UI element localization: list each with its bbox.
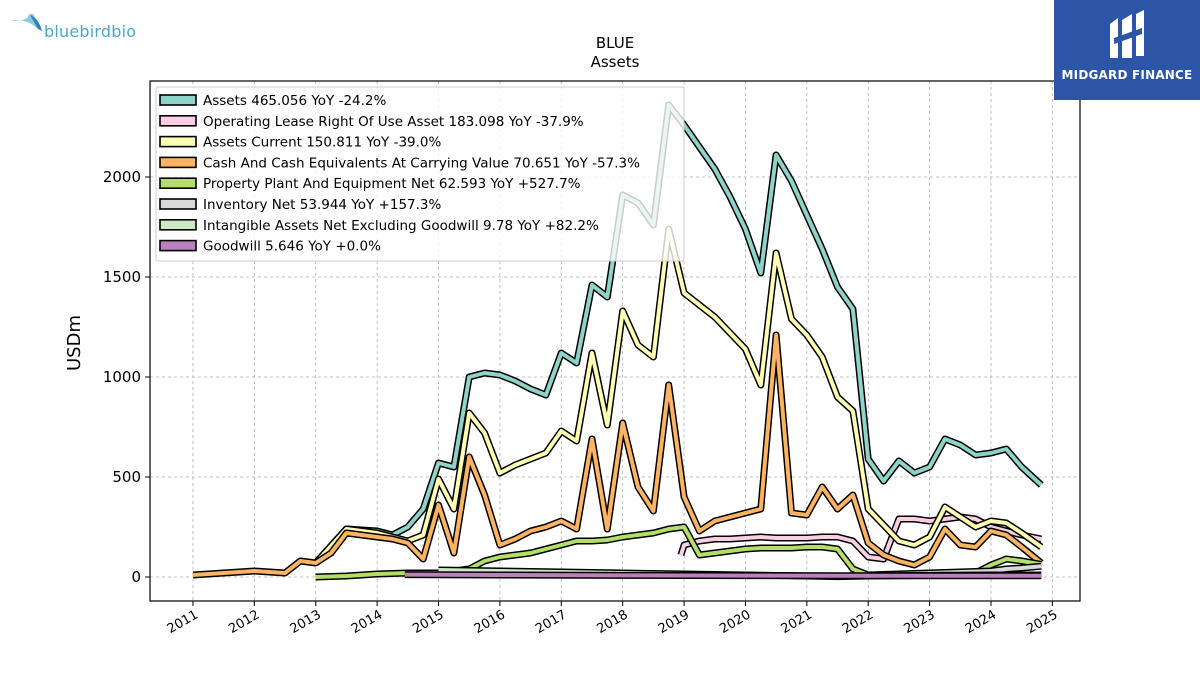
legend-item: Intangible Assets Net Excluding Goodwill…: [159, 218, 599, 234]
series-0: [313, 101, 1044, 566]
legend-label: Cash And Cash Equivalents At Carrying Va…: [203, 155, 640, 171]
legend-swatch: [159, 94, 197, 106]
y-tick-label: 1000: [103, 368, 141, 386]
legend-item: Cash And Cash Equivalents At Carrying Va…: [159, 155, 640, 171]
midgard-logo: MIDGARD FINANCE: [1054, 0, 1200, 100]
legend-swatch: [159, 177, 197, 189]
y-axis-ticks: 0 500 1000 1500 2000: [103, 168, 150, 586]
legend: Assets 465.056 YoY -24.2% Operating Lease…: [155, 86, 685, 262]
legend-item: Operating Lease Right Of Use Asset 183.0…: [159, 114, 584, 130]
legend-swatch: [159, 156, 197, 169]
series-lines: [192, 101, 1044, 581]
legend-box: [155, 86, 685, 262]
legend-label: Inventory Net 53.944 YoY +157.3%: [203, 197, 441, 213]
legend-label: Goodwill 5.646 YoY +0.0%: [203, 239, 381, 255]
bird-icon: [10, 13, 42, 31]
chart-subtitle: Assets: [591, 53, 640, 71]
x-tick-label: 2018: [595, 607, 631, 637]
bluebird-logo: bluebirdbio: [8, 8, 136, 41]
legend-item: Assets Current 150.811 YoY -39.0%: [159, 135, 442, 151]
series-3: [192, 331, 1044, 579]
x-tick-label: 2011: [165, 607, 201, 637]
legend-items: Assets 465.056 YoY -24.2% Operating Lease…: [159, 93, 640, 255]
series-line: [192, 333, 1043, 577]
legend-swatch: [159, 135, 197, 148]
x-tick-label: 2019: [656, 607, 692, 637]
series-line: [404, 572, 1042, 578]
midgard-logo-text: MIDGARD FINANCE: [1061, 68, 1193, 82]
plot-frame: [149, 80, 1081, 602]
x-tick-label: 2015: [410, 607, 446, 637]
legend-item: Assets 465.056 YoY -24.2%: [159, 93, 387, 109]
x-tick-label: 2017: [533, 607, 569, 637]
legend-label: Assets 465.056 YoY -24.2%: [203, 93, 387, 109]
x-tick-label: 2020: [717, 607, 753, 637]
legend-label: Assets Current 150.811 YoY -39.0%: [203, 135, 442, 151]
x-tick-label: 2021: [779, 607, 815, 637]
y-tick-label: 0: [131, 568, 141, 586]
legend-item: Goodwill 5.646 YoY +0.0%: [159, 239, 381, 255]
legend-item: Property Plant And Equipment Net 62.593 …: [159, 176, 581, 192]
series-outline: [313, 225, 1044, 566]
x-tick-label: 2014: [349, 607, 385, 637]
y-axis-label: USDm: [64, 315, 85, 371]
y-tick-label: 2000: [103, 168, 141, 186]
y-tick-label: 500: [112, 468, 141, 486]
legend-swatch: [159, 239, 197, 252]
midgard-emblem-icon: [1110, 10, 1144, 58]
x-tick-label: 2023: [901, 607, 937, 637]
series-1: [677, 513, 1042, 563]
series-2: [313, 225, 1044, 566]
legend-swatch: [159, 219, 197, 231]
legend-swatch: [159, 115, 197, 127]
bluebird-logo-text: bluebirdbio: [44, 22, 137, 41]
legend-label: Intangible Assets Net Excluding Goodwill…: [203, 218, 599, 234]
x-axis-ticks: 2011 2012 2013 2014 2015 2016 2017 2018 2019 2020…: [165, 601, 1060, 637]
y-tick-label: 1500: [103, 268, 141, 286]
x-tick-label: 2012: [226, 607, 262, 637]
x-tick-label: 2024: [963, 607, 999, 637]
legend-item: Inventory Net 53.944 YoY +157.3%: [159, 197, 441, 213]
series-line: [314, 103, 1043, 565]
x-tick-label: 2022: [840, 607, 876, 637]
legend-swatch: [159, 198, 197, 210]
x-tick-label: 2025: [1024, 607, 1060, 637]
x-tick-label: 2013: [288, 607, 324, 637]
series-line: [679, 515, 1042, 561]
series-line: [314, 227, 1043, 565]
series-7: [404, 571, 1042, 580]
legend-label: Operating Lease Right Of Use Asset 183.0…: [203, 114, 584, 130]
x-tick-label: 2016: [472, 607, 508, 637]
chart-title: BLUE: [596, 34, 634, 52]
legend-label: Property Plant And Equipment Net 62.593 …: [203, 176, 581, 192]
